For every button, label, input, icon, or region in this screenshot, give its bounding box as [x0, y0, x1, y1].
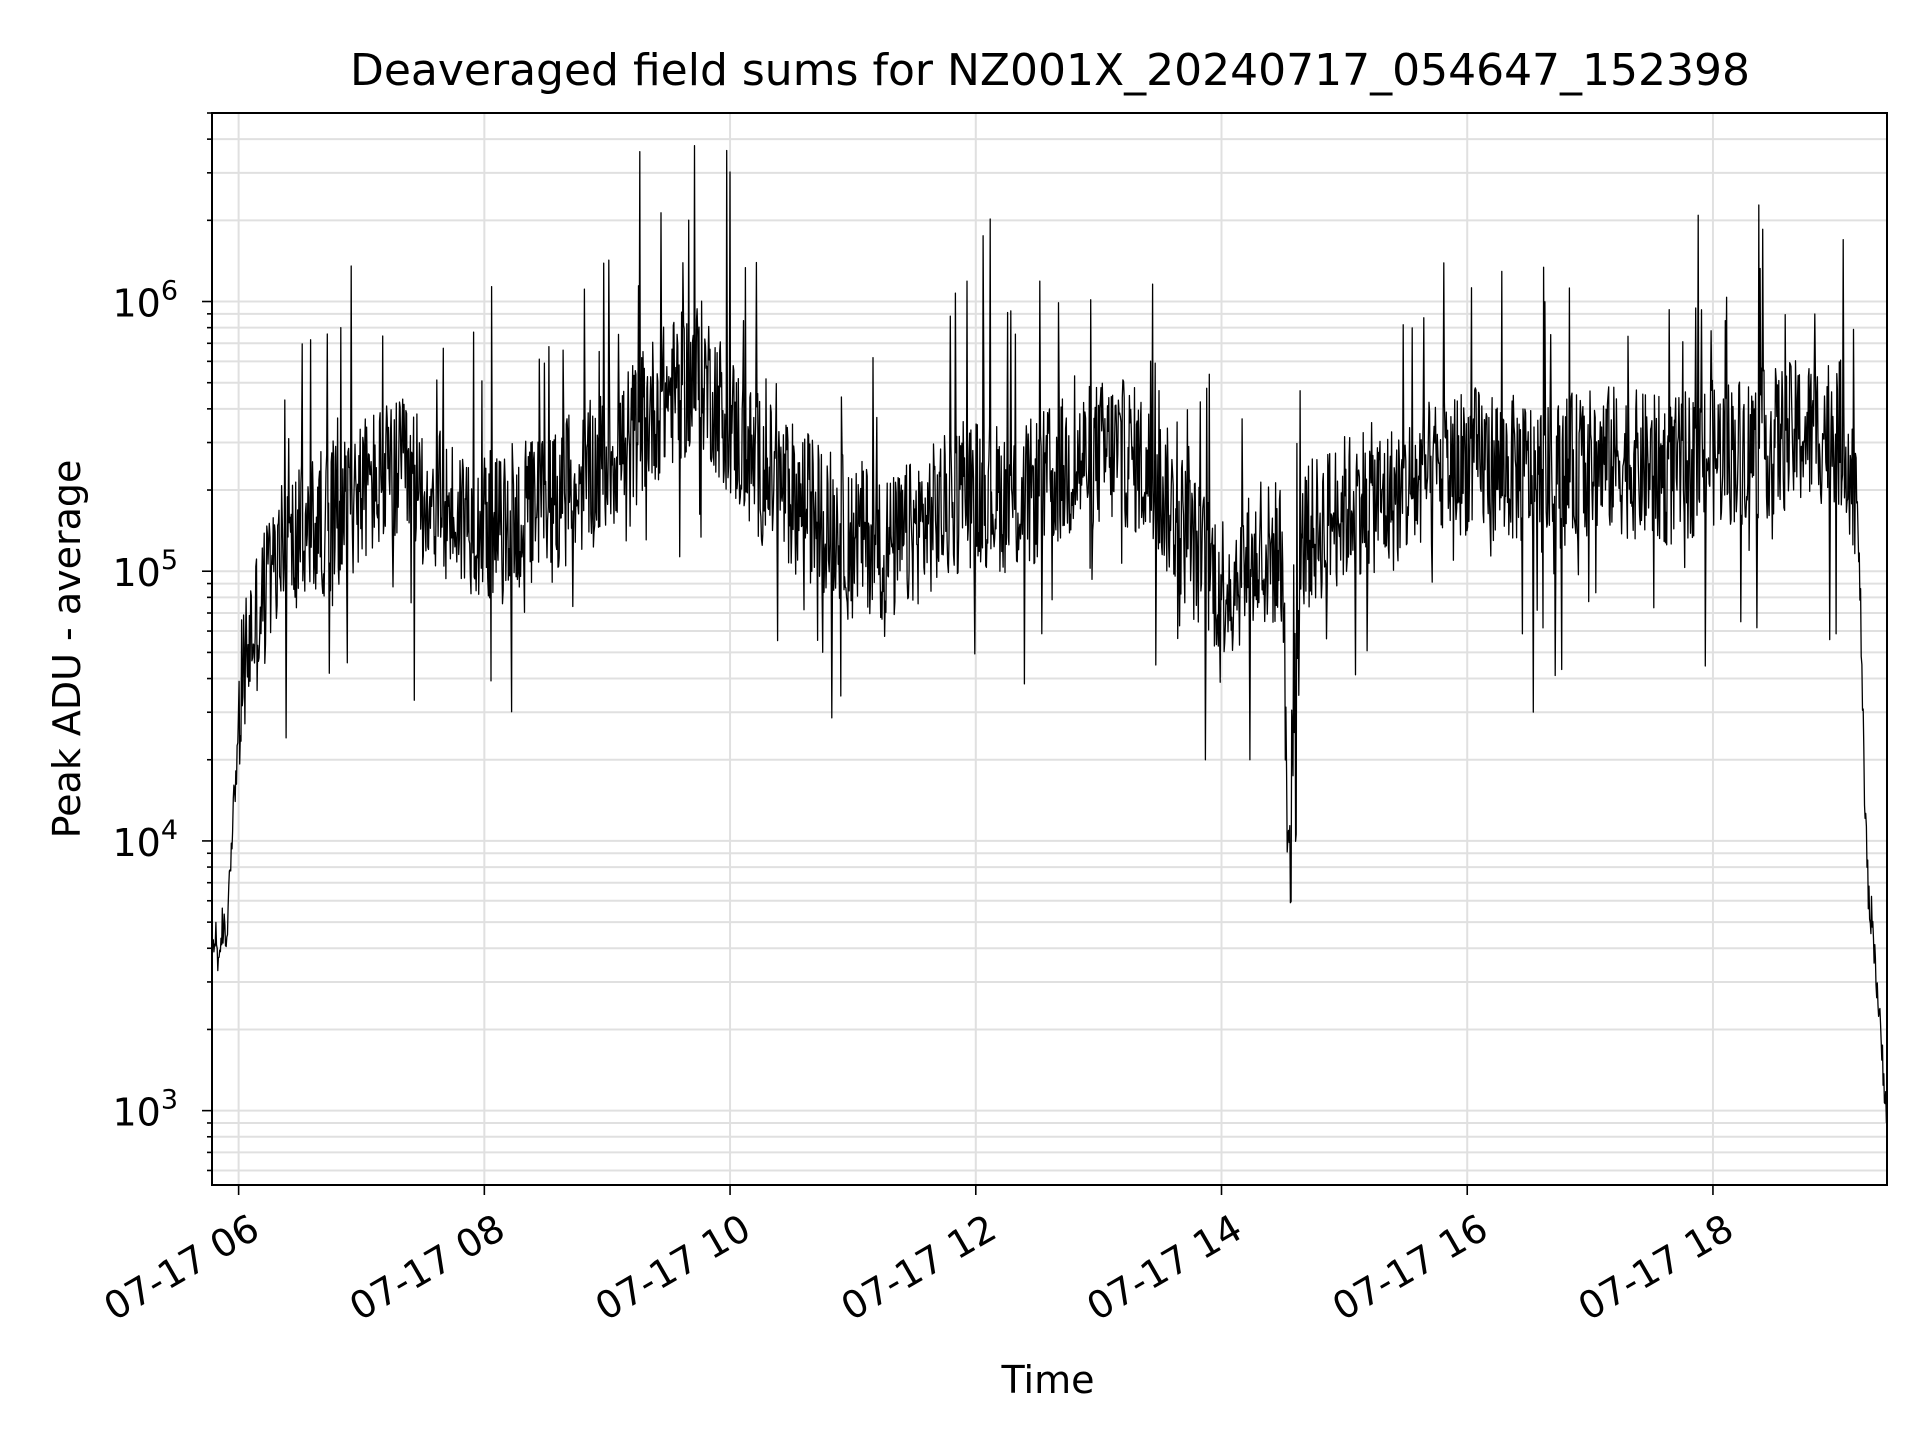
x-axis: 07-17 06 07-17 08 07-17 10 07-17 12 07-17 14…: [96, 1185, 1741, 1330]
series-line-peak-adu: [211, 145, 1888, 1124]
x-tick-label: 07-17 06: [96, 1206, 266, 1330]
y-tick-label: 105: [112, 545, 178, 595]
x-tick-label: 07-17 08: [342, 1206, 512, 1330]
y-axis-label: Peak ADU - average: [45, 460, 89, 839]
grid: [212, 112, 1887, 1185]
y-tick-label: 103: [112, 1085, 178, 1135]
x-tick-label: 07-17 10: [588, 1206, 758, 1330]
x-tick-label: 07-17 12: [834, 1206, 1004, 1330]
y-tick-label: 104: [112, 815, 178, 865]
x-axis-label: Time: [1001, 1358, 1095, 1402]
y-axis: 103 104 105 106: [112, 112, 212, 1172]
x-tick-label: 07-17 14: [1079, 1206, 1249, 1330]
chart-title: Deaveraged field sums for NZ001X_2024071…: [350, 45, 1750, 96]
y-tick-label: 106: [112, 276, 178, 326]
x-tick-label: 07-17 18: [1571, 1206, 1741, 1330]
plot-frame: [211, 112, 1888, 1186]
x-tick-label: 07-17 16: [1325, 1206, 1495, 1330]
